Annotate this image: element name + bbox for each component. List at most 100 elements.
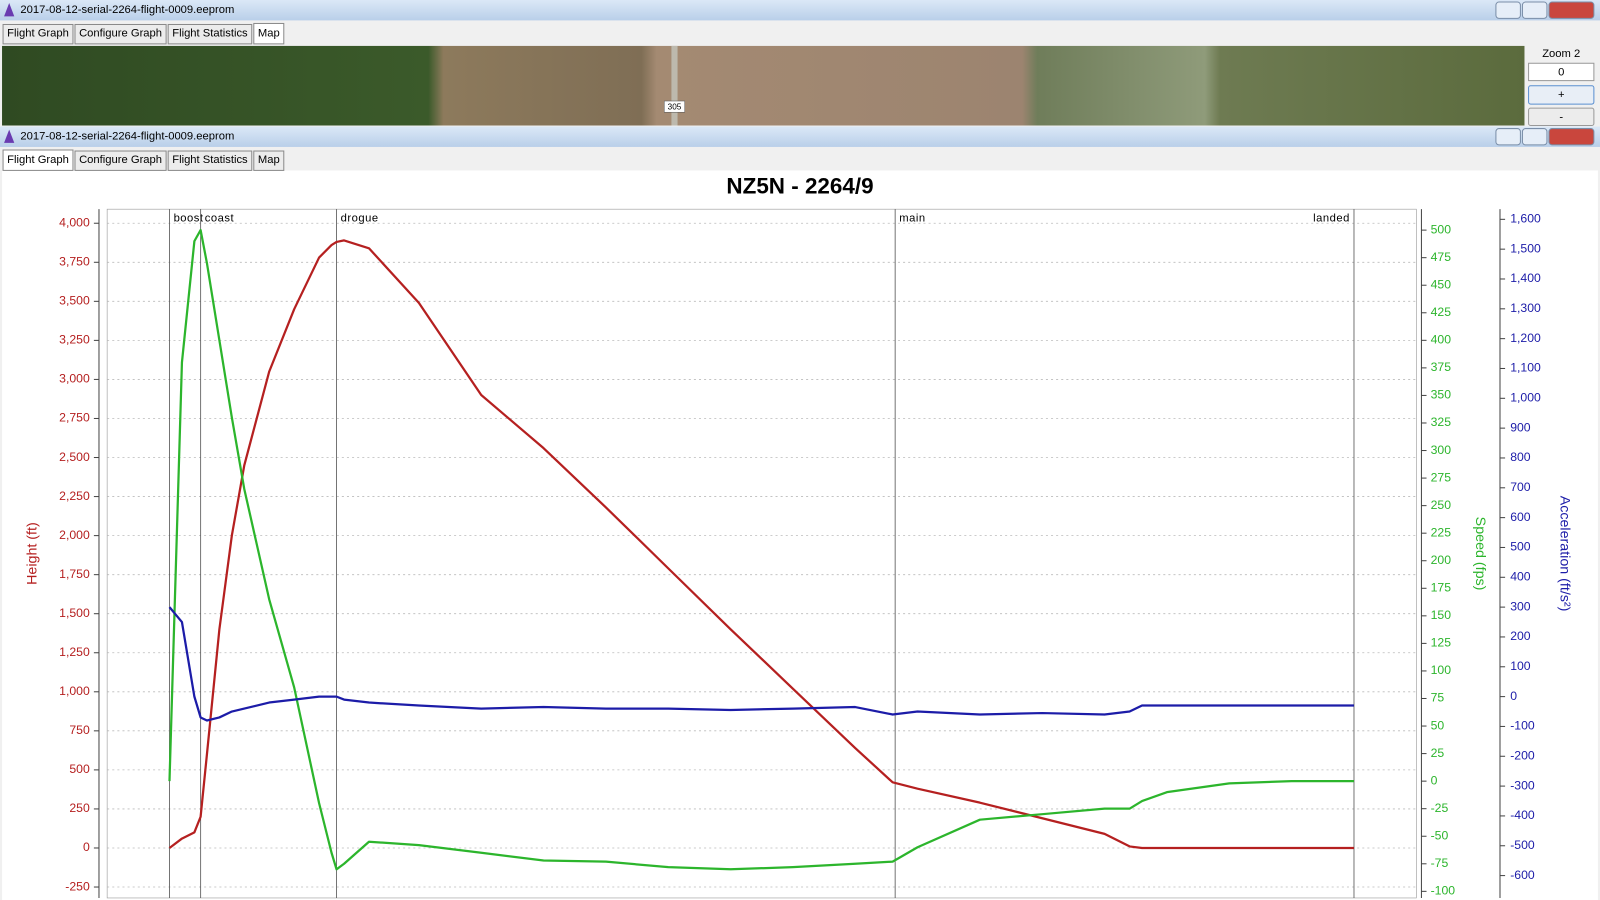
tick-label: 1,500 bbox=[1510, 241, 1541, 255]
tick-label: 1,500 bbox=[59, 606, 90, 620]
tick-label: 1,000 bbox=[1510, 391, 1541, 405]
maximize-button[interactable] bbox=[1521, 1, 1548, 19]
tick-label: -250 bbox=[65, 879, 90, 893]
title-bar bbox=[0, 126, 1600, 147]
event-label: coast bbox=[205, 212, 235, 224]
zoom-value: 0 bbox=[1558, 66, 1564, 78]
tick-label: 3,750 bbox=[59, 255, 90, 269]
tab[interactable] bbox=[2, 23, 74, 45]
tick-label: 425 bbox=[1431, 305, 1452, 319]
map[interactable]: 305 Zoom 2 0 + - bbox=[2, 45, 1600, 127]
tick-label: 2,250 bbox=[59, 489, 90, 503]
tab-label: Flight Statistics bbox=[172, 154, 248, 166]
event-label: main bbox=[899, 212, 925, 224]
tick-label: 25 bbox=[1431, 746, 1445, 760]
tick-label: 1,400 bbox=[1510, 271, 1541, 285]
tick-label: -500 bbox=[1510, 838, 1535, 852]
road bbox=[671, 45, 678, 126]
tab-label: Flight Statistics bbox=[172, 28, 248, 40]
maximize-button[interactable] bbox=[1521, 128, 1548, 146]
series-line bbox=[168, 228, 1354, 871]
tab[interactable] bbox=[74, 150, 167, 171]
series-line bbox=[168, 239, 1354, 850]
app-icon bbox=[4, 3, 15, 17]
app-icon bbox=[4, 129, 15, 143]
chart-title: NZ5N - 2264/9 bbox=[726, 174, 873, 199]
tab[interactable] bbox=[253, 22, 285, 45]
tick-label: 2,750 bbox=[59, 411, 90, 425]
tick-label: 700 bbox=[1510, 480, 1531, 494]
window-title: 2017-08-12-serial-2264-flight-0009.eepro… bbox=[20, 4, 234, 16]
tick-label: 250 bbox=[1431, 498, 1452, 512]
close-button[interactable] bbox=[1548, 1, 1595, 19]
tick-label: 0 bbox=[83, 840, 90, 854]
tick-label: 1,100 bbox=[1510, 361, 1541, 375]
tick-label: 300 bbox=[1431, 443, 1452, 457]
tab[interactable] bbox=[2, 149, 74, 171]
tick-label: -400 bbox=[1510, 808, 1535, 822]
tick-label: -75 bbox=[1431, 856, 1449, 870]
road-sign bbox=[664, 100, 685, 113]
zoom-field[interactable] bbox=[1528, 62, 1595, 82]
tick-label: 200 bbox=[1431, 553, 1452, 567]
tab-label: Configure Graph bbox=[79, 154, 162, 166]
tick-label: 500 bbox=[1510, 540, 1531, 554]
tab[interactable] bbox=[253, 150, 285, 171]
tick-label: 475 bbox=[1431, 250, 1452, 264]
minimize-button[interactable] bbox=[1495, 128, 1521, 146]
tick-label: -200 bbox=[1510, 749, 1535, 763]
zoom-out-button[interactable] bbox=[1528, 107, 1595, 127]
tab-label: Flight Graph bbox=[7, 28, 69, 40]
tick-label: 800 bbox=[1510, 450, 1531, 464]
axis-title: Speed (fps) bbox=[1472, 517, 1488, 591]
tick-label: 125 bbox=[1431, 636, 1452, 650]
tick-label: 750 bbox=[69, 723, 90, 737]
tick-label: 100 bbox=[1431, 663, 1452, 677]
zoom-out-label: - bbox=[1559, 111, 1563, 123]
tick-label: -600 bbox=[1510, 868, 1535, 882]
zoom-label: Zoom 2 bbox=[1542, 48, 1580, 60]
tab-label: Flight Graph bbox=[7, 154, 69, 166]
tick-label: 1,200 bbox=[1510, 331, 1541, 345]
tab[interactable] bbox=[167, 23, 253, 45]
zoom-in-label: + bbox=[1558, 89, 1565, 101]
zoom-in-button[interactable] bbox=[1528, 85, 1595, 105]
tick-label: -300 bbox=[1510, 778, 1535, 792]
tick-label: 1,750 bbox=[59, 567, 90, 581]
tick-label: 2,000 bbox=[59, 528, 90, 542]
tick-label: 3,500 bbox=[59, 294, 90, 308]
tick-label: 400 bbox=[1431, 333, 1452, 347]
tick-label: 1,250 bbox=[59, 645, 90, 659]
tick-label: -50 bbox=[1431, 828, 1449, 842]
tab[interactable] bbox=[167, 150, 253, 171]
tick-label: 150 bbox=[1431, 608, 1452, 622]
tick-label: 0 bbox=[1431, 773, 1438, 787]
minimize-button[interactable] bbox=[1495, 1, 1521, 19]
tick-label: 400 bbox=[1510, 570, 1531, 584]
tick-label: -100 bbox=[1431, 884, 1456, 898]
tick-label: 1,300 bbox=[1510, 301, 1541, 315]
tick-label: 325 bbox=[1431, 415, 1452, 429]
close-button[interactable] bbox=[1548, 128, 1595, 146]
tab[interactable] bbox=[74, 23, 167, 45]
tick-label: 3,000 bbox=[59, 372, 90, 386]
event-label: boost bbox=[174, 212, 204, 224]
tick-label: 600 bbox=[1510, 510, 1531, 524]
map-imagery bbox=[2, 45, 1525, 126]
axis-title: Height (ft) bbox=[24, 522, 40, 585]
tick-label: 200 bbox=[1510, 629, 1531, 643]
event-label: landed bbox=[1313, 212, 1350, 224]
tick-label: 175 bbox=[1431, 581, 1452, 595]
tick-label: 450 bbox=[1431, 277, 1452, 291]
tick-label: 2,500 bbox=[59, 450, 90, 464]
tick-label: 900 bbox=[1510, 420, 1531, 434]
tab-label: Configure Graph bbox=[79, 28, 162, 40]
event-label: drogue bbox=[341, 212, 379, 224]
title-bar bbox=[0, 0, 1600, 21]
tick-label: 50 bbox=[1431, 718, 1445, 732]
tick-label: 4,000 bbox=[59, 215, 90, 229]
tick-label: 300 bbox=[1510, 599, 1531, 613]
tick-label: 375 bbox=[1431, 360, 1452, 374]
